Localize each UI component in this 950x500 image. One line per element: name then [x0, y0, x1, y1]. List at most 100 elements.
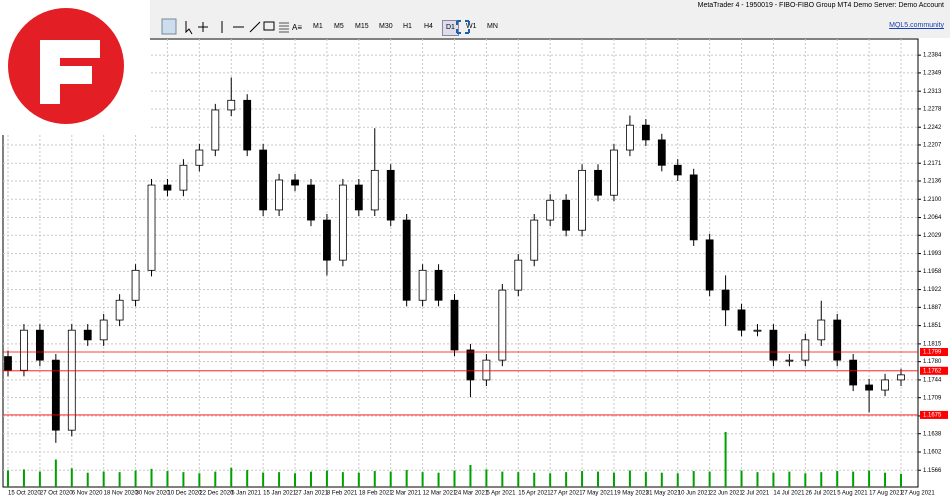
- y-tick-label: 1.1709: [923, 395, 942, 401]
- volume-bar: [38, 471, 41, 487]
- y-tick-label: 1.2278: [923, 107, 942, 113]
- candle-body: [498, 289, 507, 361]
- volume-bar: [262, 472, 265, 487]
- timeframe-button[interactable]: M1: [313, 23, 323, 30]
- candle-body: [849, 359, 858, 386]
- tool-icon[interactable]: [161, 18, 177, 35]
- candle-body: [785, 359, 794, 362]
- x-tick-label: 18 Nov 2020: [104, 491, 139, 497]
- volume-bar: [182, 472, 185, 487]
- candle-body: [386, 169, 395, 221]
- volume-bar: [708, 471, 711, 487]
- volume-bar: [756, 472, 759, 487]
- volume-bar: [166, 471, 169, 487]
- timeframe-button[interactable]: W1: [466, 23, 477, 30]
- fibo-tool[interactable]: [279, 22, 289, 33]
- zoom-icon[interactable]: [456, 20, 470, 34]
- candle-body: [466, 349, 475, 381]
- x-tick-label: 27 Aug 2021: [901, 491, 935, 497]
- y-tick-label: 1.1780: [923, 359, 942, 365]
- timeframe-button[interactable]: M30: [379, 23, 393, 30]
- candle-body: [801, 339, 810, 361]
- cursor-tool[interactable]: [185, 21, 193, 35]
- y-tick-label: 1.1887: [923, 305, 942, 311]
- timeframe-button[interactable]: D1: [442, 20, 459, 36]
- candle-body: [657, 139, 666, 166]
- volume-bar: [246, 469, 249, 487]
- x-tick-label: 15 Apr 2021: [518, 491, 551, 497]
- level-tag: [920, 366, 948, 375]
- candle-body: [354, 184, 363, 211]
- volume-bar: [357, 472, 360, 487]
- candle-body: [147, 184, 156, 271]
- volume-bar: [7, 470, 9, 487]
- x-tick-label: 26 Jul 2021: [805, 491, 837, 497]
- x-tick-label: 5 Aug 2021: [837, 491, 868, 497]
- logo: [0, 0, 150, 135]
- candle-body: [737, 309, 746, 331]
- y-tick-label: 1.2171: [923, 161, 942, 167]
- candle-body: [594, 169, 602, 196]
- volume-bar: [118, 472, 121, 487]
- candle-body: [195, 149, 204, 166]
- y-tick-label: 1.1922: [923, 287, 942, 293]
- candle-body: [881, 379, 889, 391]
- volume-bar: [820, 472, 823, 487]
- level-label: 1.1762: [923, 368, 942, 374]
- y-tick-label: 1.2136: [923, 179, 942, 185]
- candle-body: [897, 374, 905, 381]
- volume-bar: [565, 472, 568, 487]
- timeframe-button[interactable]: M5: [334, 23, 344, 30]
- candle-body: [163, 184, 172, 191]
- candle-body: [338, 184, 347, 261]
- volume-bar: [868, 470, 871, 487]
- volume-bar: [70, 468, 73, 487]
- candle-body: [705, 239, 714, 291]
- candle-body: [833, 319, 842, 361]
- timeframe-button[interactable]: H1: [403, 23, 412, 30]
- timeframe-button[interactable]: MN: [487, 23, 498, 30]
- candle-body: [99, 319, 108, 341]
- candle-body: [211, 109, 220, 151]
- level-tag: [920, 348, 948, 357]
- x-tick-label: 8 Feb 2021: [327, 491, 358, 497]
- volume-bar: [54, 459, 57, 487]
- crosshair-tool[interactable]: [198, 22, 208, 32]
- volume-bar: [22, 469, 25, 487]
- candle-body: [434, 269, 443, 301]
- y-tick-label: 1.2242: [923, 125, 942, 131]
- candle-body: [291, 179, 299, 186]
- candle-body: [83, 329, 92, 341]
- volume-bar: [612, 472, 615, 487]
- volume-bar: [278, 472, 281, 487]
- volume-bar: [134, 470, 137, 487]
- x-tick-label: 31 May 2021: [646, 491, 681, 497]
- candle-body: [626, 124, 634, 151]
- trendline-tool[interactable]: [249, 21, 261, 33]
- candle-body: [865, 384, 874, 391]
- y-tick-label: 1.2064: [923, 215, 942, 221]
- volume-bar: [581, 471, 584, 487]
- text-tool[interactable]: [263, 21, 275, 31]
- volume-bar: [294, 473, 297, 487]
- x-tick-label: 5 Apr 2021: [486, 491, 516, 497]
- candle-body: [673, 164, 682, 176]
- timeframe-button[interactable]: H4: [424, 23, 433, 30]
- y-tick-label: 1.1638: [923, 431, 942, 437]
- toolbar-icons: A≡: [161, 18, 302, 35]
- plot-border: [2, 38, 919, 488]
- candle-body: [450, 299, 459, 351]
- candle-body: [323, 219, 331, 261]
- timeframe-button[interactable]: M15: [355, 23, 369, 30]
- candle-body: [578, 169, 586, 231]
- volume-bar: [501, 471, 504, 487]
- volume-bar: [900, 473, 902, 487]
- shapes-tool[interactable]: A≡: [292, 23, 302, 32]
- volume-bar: [485, 469, 488, 487]
- x-tick-label: 27 Jan 2021: [295, 491, 329, 497]
- candle-body: [51, 359, 60, 431]
- volume-bar: [676, 473, 679, 487]
- volume-bar: [660, 472, 663, 487]
- volume-bar: [597, 471, 600, 487]
- community-link[interactable]: MQL5.community: [889, 22, 944, 29]
